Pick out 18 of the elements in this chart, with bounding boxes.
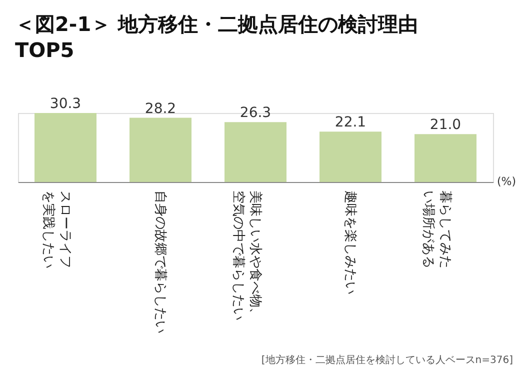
data-label: 30.3 xyxy=(50,96,82,112)
x-tick-label: スローライフを実践したい xyxy=(40,190,72,268)
data-label: 26.3 xyxy=(240,105,272,122)
y-axis-title: (%) xyxy=(497,175,516,188)
x-tick-label: 暮らしてみたい場所がある xyxy=(420,190,452,268)
bar xyxy=(224,122,286,182)
bar xyxy=(320,132,382,182)
data-label: 28.2 xyxy=(144,100,176,117)
chart-title: ＜図2-1＞ 地方移住・二拠点居住の検討理由 TOP5 xyxy=(15,12,418,62)
bar xyxy=(130,118,192,182)
x-tick-label: 自身の故郷で暮らしたい xyxy=(152,190,168,334)
bar xyxy=(34,113,96,182)
x-tick-label: 趣味を楽しみたい xyxy=(342,190,358,294)
text: [地方移住・二拠点居住を検討している人ベースn=376] xyxy=(261,354,514,366)
bar xyxy=(414,134,476,182)
x-tick-label: 美味しい水や食べ物、空気の中で暮らしたい xyxy=(230,190,264,320)
data-label: 22.1 xyxy=(334,114,366,131)
data-label: 21.0 xyxy=(430,117,462,134)
